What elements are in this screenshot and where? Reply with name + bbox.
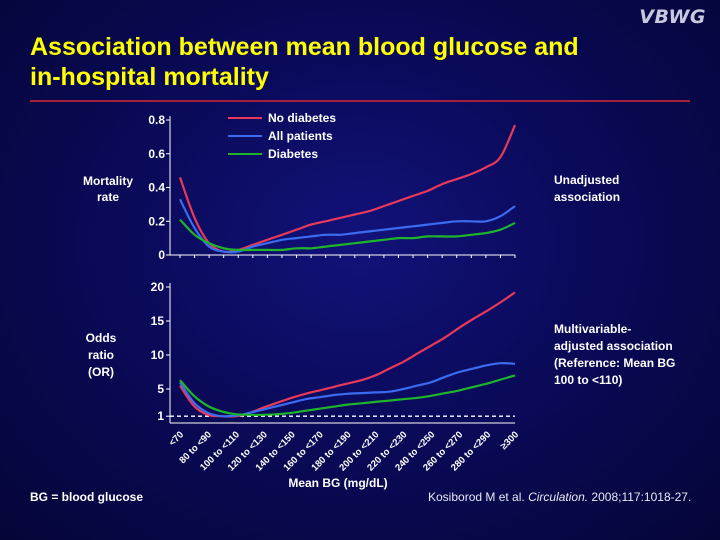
legend-label: No diabetes bbox=[268, 111, 336, 125]
series-line bbox=[179, 198, 516, 254]
vbwg-logo: VBWG bbox=[639, 6, 706, 28]
series-line bbox=[179, 218, 516, 252]
x-axis-label: Mean BG (mg/dL) bbox=[288, 476, 387, 490]
annotation-line: (Reference: Mean BG bbox=[554, 356, 675, 370]
citation-details: 2008;117:1018-27. bbox=[588, 490, 692, 504]
y-axis-label-line: ratio bbox=[88, 348, 114, 362]
y-axis-label-line: rate bbox=[97, 190, 119, 204]
y-tick-label: 0 bbox=[158, 248, 165, 262]
y-tick-label: 10 bbox=[151, 348, 165, 362]
slide-title-line-1: Association between mean blood glucose a… bbox=[30, 33, 579, 61]
y-tick-label: 0.6 bbox=[148, 147, 165, 161]
x-tick-label: <70 bbox=[167, 429, 186, 448]
y-tick-label: 15 bbox=[151, 314, 165, 328]
y-axis-label-line: Mortality bbox=[83, 174, 133, 188]
y-axis-label-line: (OR) bbox=[88, 365, 114, 379]
y-tick-label: 0.2 bbox=[148, 214, 165, 228]
series-line bbox=[179, 374, 516, 417]
y-tick-label: 20 bbox=[151, 280, 165, 294]
series-line bbox=[179, 362, 516, 418]
citation: Kosiborod M et al. Circulation. 2008;117… bbox=[428, 490, 691, 504]
y-tick-label: 5 bbox=[157, 382, 164, 396]
annotation-line: Unadjusted bbox=[554, 173, 619, 187]
annotation-line: 100 to <110) bbox=[554, 373, 622, 387]
abbreviation-note: BG = blood glucose bbox=[30, 490, 144, 504]
annotation-line: adjusted association bbox=[554, 339, 673, 353]
series-line bbox=[179, 291, 516, 418]
citation-authors: Kosiborod M et al. bbox=[428, 490, 529, 504]
y-tick-label: 0.4 bbox=[148, 181, 165, 195]
y-tick-label: 1 bbox=[157, 409, 164, 423]
annotation-line: Multivariable- bbox=[554, 322, 631, 336]
legend-label: All patients bbox=[268, 129, 333, 143]
mortality-rate-chart: 0 0.2 0.4 0.6 0.8 Mortality rate Unadjusted asso… bbox=[83, 111, 620, 262]
legend-label: Diabetes bbox=[268, 147, 318, 161]
slide-title-line-2: in-hospital mortality bbox=[30, 63, 269, 91]
citation-journal: Circulation. bbox=[528, 490, 589, 504]
y-tick-label: 0.8 bbox=[148, 113, 165, 127]
title-divider bbox=[30, 100, 690, 102]
odds-ratio-chart: 15101520Oddsratio(OR)Multivariable-adjus… bbox=[86, 280, 676, 490]
x-tick-label: ≥300 bbox=[498, 429, 521, 452]
annotation-line: association bbox=[554, 190, 620, 204]
slide-title: Association between mean blood glucose a… bbox=[30, 32, 690, 92]
y-axis-label-line: Odds bbox=[86, 331, 117, 345]
